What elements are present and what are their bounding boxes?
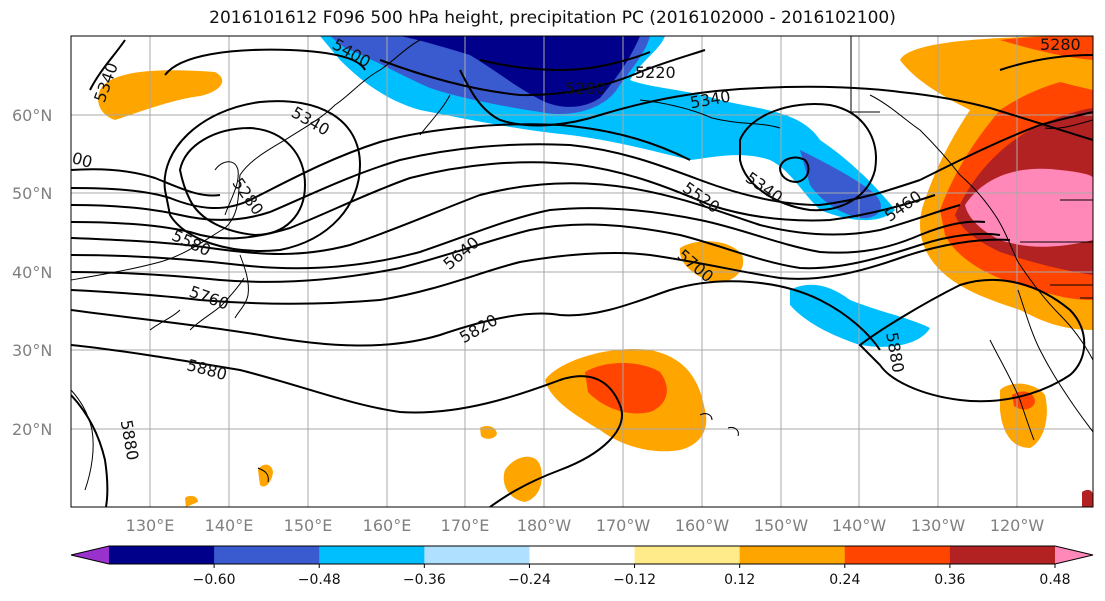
colorbar-segment [529,546,636,564]
colorbar-segment [424,546,530,564]
colorbar-segment [844,546,951,564]
colorbar-segment [214,546,320,564]
colorbar-segment [109,546,215,564]
lon-label: 160°E [363,516,412,535]
contour-label: 5280 [1040,35,1081,54]
colorbar-segment [319,546,425,564]
colorbar-segment [739,546,846,564]
colorbar-tick-label: 0.24 [829,572,860,588]
colorbar-extend-min [71,546,109,564]
plot-frame [70,35,1094,508]
colorbar-tick-label: −0.12 [613,572,656,588]
contour-label: 00 [70,148,95,172]
lat-label: 60°N [12,106,52,125]
colorbar-tick-label: −0.60 [193,572,236,588]
colorbar-tick-label: −0.48 [298,572,341,588]
lat-label: 30°N [12,341,52,360]
colorbar-tick-label: 0.12 [724,572,755,588]
lon-label: 170°W [596,516,651,535]
map-title: 2016101612 F096 500 hPa height, precipit… [209,8,896,28]
lon-label: 140°E [205,516,254,535]
colorbar-tick-label: 0.36 [934,572,965,588]
lon-label: 120°W [990,516,1045,535]
lat-label: 40°N [12,263,52,282]
colorbar-tick-label: −0.24 [508,572,551,588]
latitude-labels: 60°N 50°N 40°N 30°N 20°N [12,106,52,439]
lon-label: 160°W [675,516,730,535]
graticule [71,36,1093,507]
longitude-labels: 130°E 140°E 150°E 160°E 170°E 180°W 170°… [126,516,1045,535]
precip-negative-shading [320,36,930,347]
lon-label: 140°W [832,516,887,535]
colorbar-tick-label: −0.36 [403,572,446,588]
lon-label: 130°W [911,516,966,535]
lon-label: 180°W [517,516,572,535]
lon-label: 150°E [284,516,333,535]
lat-label: 20°N [12,420,52,439]
lon-label: 150°W [754,516,809,535]
colorbar-extend-max [1055,546,1093,564]
coastlines [71,36,1093,491]
lon-label: 130°E [126,516,175,535]
lat-label: 50°N [12,184,52,203]
colorbar-segment [634,546,741,564]
colorbar-segment [949,546,1056,564]
colorbar-tick-label: 0.48 [1039,572,1070,588]
height-contours [71,39,1093,507]
colorbar: −0.60 −0.48 −0.36 −0.24 −0.12 0.12 0.24 0.36 0.4… [70,545,1094,588]
lon-label: 170°E [441,516,490,535]
contour-label: 5220 [635,63,676,82]
contour-label: 5280 [565,79,606,98]
colorbar-outline [70,545,1094,565]
